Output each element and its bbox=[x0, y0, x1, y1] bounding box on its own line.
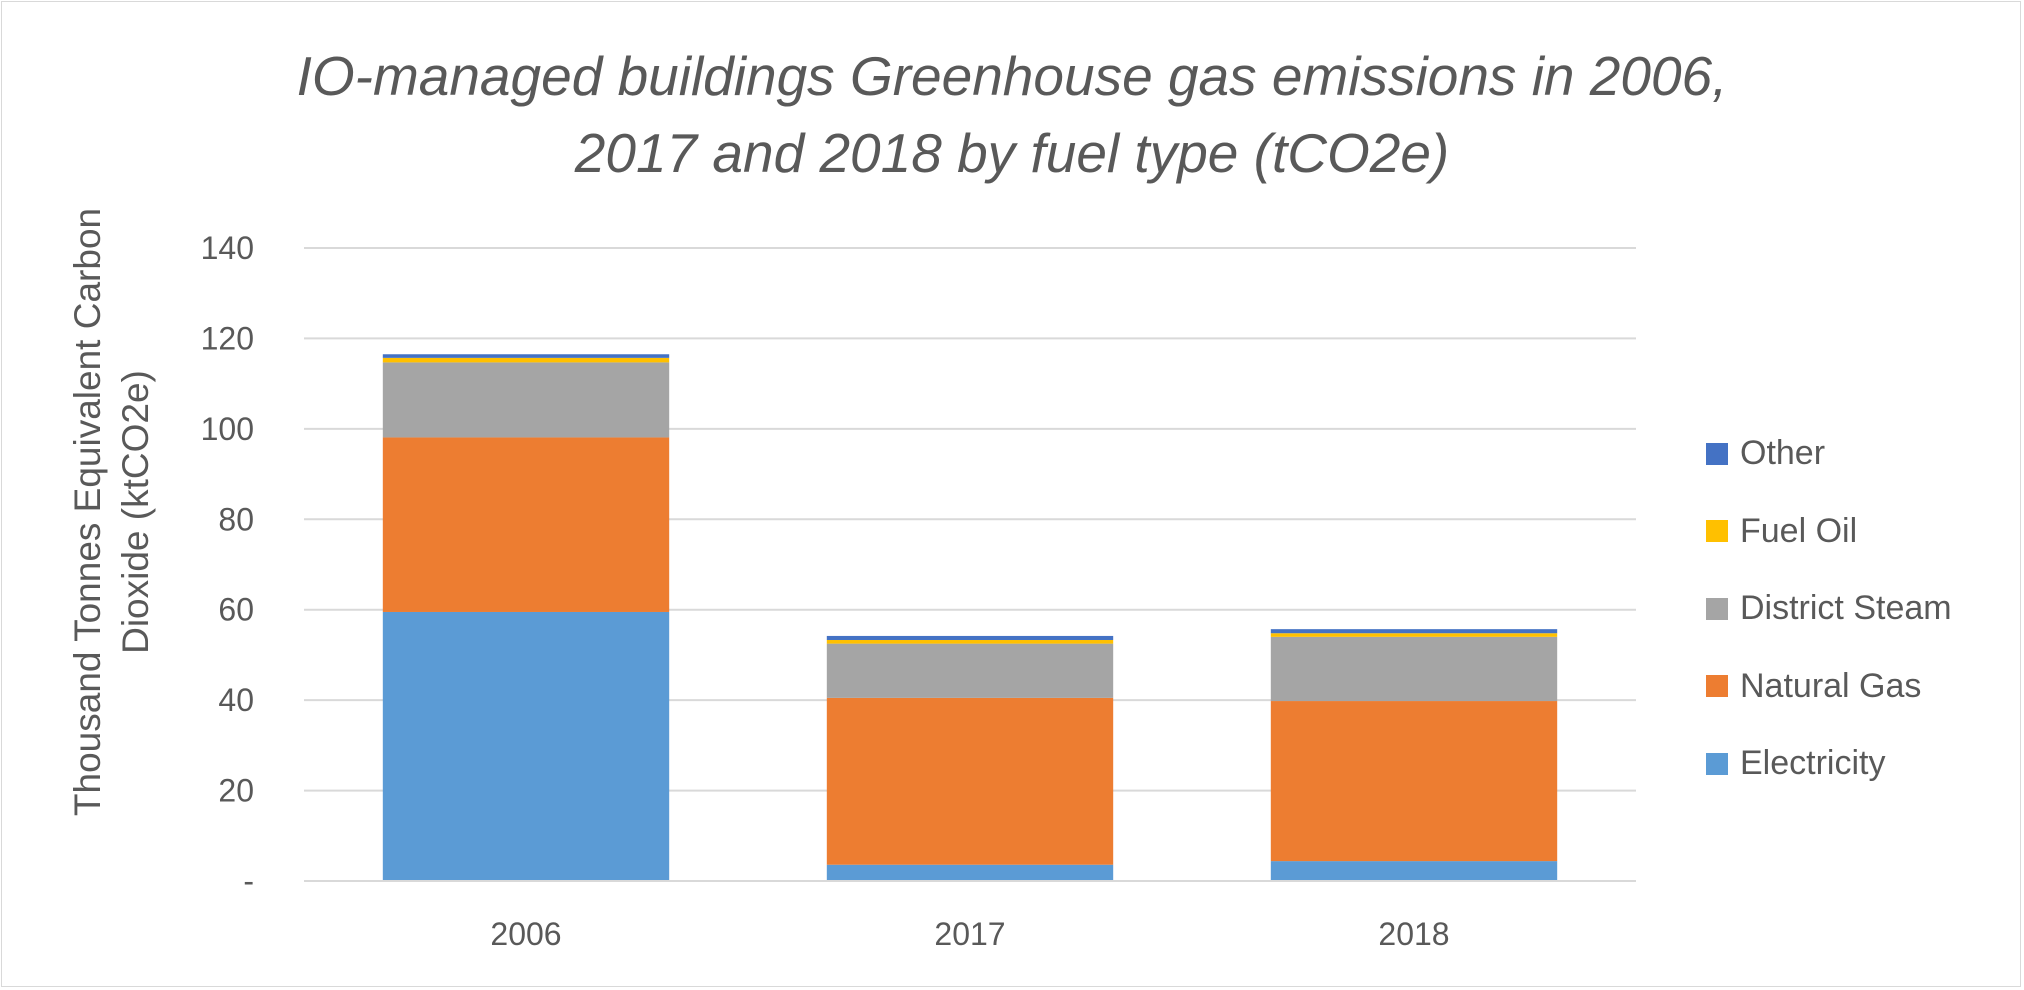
legend-swatch bbox=[1706, 597, 1728, 620]
x-tick-label: 2018 bbox=[1378, 916, 1449, 952]
y-tick-label: 20 bbox=[218, 773, 254, 809]
bar-natural-gas-2018 bbox=[1270, 701, 1558, 862]
x-axis-ticks: 2006 2017 2018 bbox=[304, 880, 1636, 952]
x-tick-label: 2006 bbox=[490, 916, 561, 952]
legend-label: Fuel Oil bbox=[1740, 511, 1858, 550]
x-tick-label: 2017 bbox=[934, 916, 1005, 952]
chart-title-line-2: 2017 and 2018 by fuel type (tCO2e) bbox=[574, 122, 1450, 184]
legend-swatch bbox=[1706, 675, 1728, 698]
bar-other-2017 bbox=[826, 635, 1114, 641]
legend-item: Electricity bbox=[1706, 725, 1952, 803]
bar-district-steam-2018 bbox=[1270, 636, 1558, 702]
legend-item: District Steam bbox=[1706, 570, 1952, 648]
bar-fuel-oil-2018 bbox=[1270, 633, 1558, 637]
legend-swatch bbox=[1706, 752, 1728, 775]
bar-fuel-oil-2017 bbox=[826, 640, 1114, 644]
y-tick-label: 60 bbox=[218, 592, 254, 628]
y-tick-label: 120 bbox=[201, 320, 254, 356]
bar-electricity-2006 bbox=[382, 611, 670, 881]
legend-item: Other bbox=[1706, 415, 1952, 493]
legend-label: District Steam bbox=[1740, 589, 1952, 628]
legend-label: Other bbox=[1740, 434, 1826, 473]
y-tick-label: 100 bbox=[201, 411, 254, 447]
chart-title: IO-managed buildings Greenhouse gas emis… bbox=[0, 38, 2024, 192]
bar-district-steam-2006 bbox=[382, 362, 670, 438]
y-tick-label: 40 bbox=[218, 682, 254, 718]
legend: Other Fuel Oil District Steam Natural Gas El… bbox=[1706, 415, 1952, 803]
legend-item: Fuel Oil bbox=[1706, 493, 1952, 571]
legend-swatch bbox=[1706, 520, 1728, 543]
bar-natural-gas-2006 bbox=[382, 437, 670, 612]
bar-other-2006 bbox=[382, 354, 670, 358]
bars bbox=[382, 354, 1558, 881]
legend-label: Natural Gas bbox=[1740, 666, 1922, 705]
bar-electricity-2017 bbox=[826, 864, 1114, 881]
bar-other-2018 bbox=[1270, 629, 1558, 634]
bar-fuel-oil-2006 bbox=[382, 357, 670, 363]
bar-electricity-2018 bbox=[1270, 861, 1558, 881]
y-tick-label: 140 bbox=[201, 230, 254, 266]
chart-title-line-1: IO-managed buildings Greenhouse gas emis… bbox=[296, 45, 1728, 107]
legend-swatch bbox=[1706, 442, 1728, 465]
legend-item: Natural Gas bbox=[1706, 648, 1952, 726]
y-axis-ticks: - 20 40 60 80 100 120 140 bbox=[201, 230, 254, 899]
y-tick-label: 80 bbox=[218, 501, 254, 537]
legend-label: Electricity bbox=[1740, 744, 1886, 783]
bar-district-steam-2017 bbox=[826, 643, 1114, 698]
y-tick-label: - bbox=[243, 863, 254, 899]
bar-natural-gas-2017 bbox=[826, 697, 1114, 865]
